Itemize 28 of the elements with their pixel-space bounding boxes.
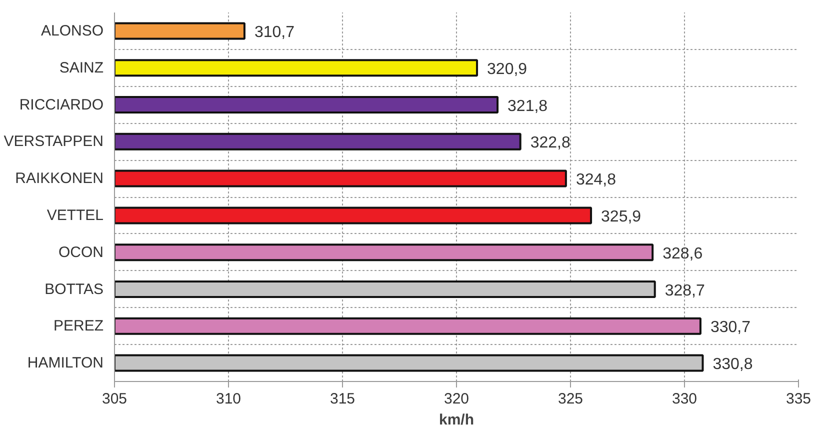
data-label: 328,6: [662, 245, 703, 262]
x-tick-label: 305: [102, 390, 128, 408]
data-label: 325,9: [601, 208, 642, 226]
data-label: 310,7: [254, 24, 295, 41]
x-tick-label: 330: [672, 390, 698, 408]
y-tick-label: RICCIARDO: [19, 96, 104, 114]
y-tick-label: BOTTAS: [44, 280, 104, 298]
x-tick-label: 310: [216, 390, 242, 408]
data-label: 321,8: [508, 98, 548, 115]
x-tick-label: 315: [330, 390, 356, 408]
y-tick-label: VERSTAPPEN: [4, 133, 104, 150]
x-tick-label: 335: [786, 390, 812, 408]
y-tick-label: OCON: [58, 244, 104, 261]
x-tick-label: 325: [558, 390, 584, 408]
y-tick-label: PEREZ: [53, 318, 104, 335]
y-tick-label: VETTEL: [46, 206, 104, 224]
y-tick-label: HAMILTON: [27, 354, 104, 372]
x-axis-title: km/h: [438, 412, 474, 428]
y-tick-label: RAIKKONEN: [15, 170, 104, 188]
x-tick-label: 320: [444, 390, 470, 408]
y-tick-label: SAINZ: [59, 59, 104, 76]
data-label: 328,7: [664, 282, 705, 300]
data-label: 330,7: [710, 319, 751, 336]
data-label: 320,9: [487, 60, 528, 78]
data-label: 330,8: [712, 356, 753, 374]
data-label: 322,8: [530, 134, 570, 152]
y-tick-label: ALONSO: [40, 22, 104, 40]
data-label: 324,8: [576, 172, 616, 189]
